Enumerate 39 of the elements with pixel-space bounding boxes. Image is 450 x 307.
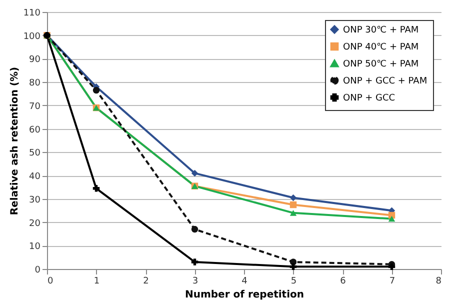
x-tick-label: 7 <box>389 276 396 286</box>
y-tick-label: 60 <box>29 125 41 136</box>
y-tick-label: 30 <box>29 195 41 206</box>
y-tick-label: 40 <box>29 172 41 182</box>
y-tick-label: 80 <box>29 78 41 89</box>
x-tick-label: 8 <box>436 276 442 286</box>
point <box>191 258 198 266</box>
y-tick-label: 90 <box>29 55 41 66</box>
point <box>290 194 297 202</box>
x-tick-label: 5 <box>290 276 297 286</box>
point <box>290 210 297 216</box>
point <box>290 201 297 208</box>
y-tick-label: 110 <box>23 8 41 18</box>
point <box>290 263 297 270</box>
x-tick-label: 0 <box>48 276 54 286</box>
x-axis-title: Number of repetition <box>184 290 304 300</box>
x-tick-label: 2 <box>143 276 149 286</box>
y-axis-title: Relative ash retention (%) <box>9 66 20 216</box>
x-tick-label: 6 <box>340 276 346 286</box>
legend-label: ONP 50℃ + PAM <box>343 60 419 70</box>
x-tick-label: 3 <box>192 276 198 286</box>
y-tick-label: 70 <box>29 102 41 112</box>
legend-label: ONP 30℃ + PAM <box>343 26 419 36</box>
x-tick-label: 4 <box>242 276 248 286</box>
point <box>191 170 198 177</box>
legend-label: ONP 40℃ + PAM <box>343 42 419 52</box>
y-tick-label: 50 <box>29 148 41 159</box>
point <box>388 216 396 222</box>
x-tick-label: 1 <box>94 276 100 286</box>
point <box>92 86 100 94</box>
y-tick-label: 0 <box>34 266 41 276</box>
legend-label: ONP + GCC <box>343 94 396 104</box>
point <box>191 226 198 233</box>
point <box>388 263 396 270</box>
legend-label: ONP + GCC + PAM <box>343 76 428 86</box>
y-tick-label: 20 <box>29 218 41 229</box>
point <box>92 185 100 192</box>
y-tick-label: 10 <box>29 242 41 252</box>
y-tick-label: 100 <box>23 32 41 42</box>
